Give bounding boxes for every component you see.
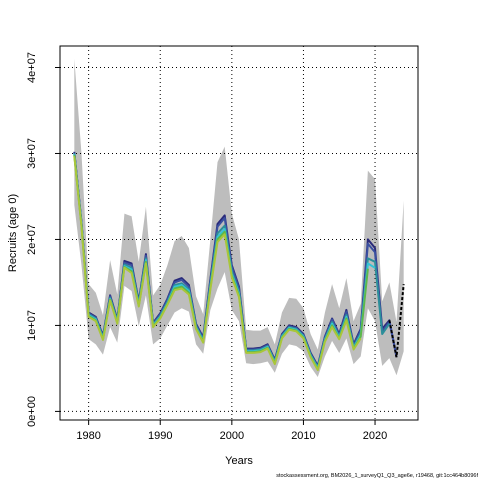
confidence-band bbox=[74, 58, 404, 378]
y-tick-label: 0e+00 bbox=[26, 396, 38, 427]
x-tick-label: 1990 bbox=[148, 430, 172, 442]
x-tick-label: 2020 bbox=[363, 430, 387, 442]
y-tick-label: 4e+07 bbox=[26, 52, 38, 83]
y-tick-label: 1e+07 bbox=[26, 310, 38, 341]
x-tick-label: 1980 bbox=[76, 430, 100, 442]
dashed-tail-line bbox=[388, 284, 405, 358]
y-tick-label: 2e+07 bbox=[26, 224, 38, 255]
x-axis-title: Years bbox=[225, 455, 253, 467]
y-tick-label: 3e+07 bbox=[26, 138, 38, 169]
grid-layer bbox=[60, 46, 418, 420]
x-tick-label: 2000 bbox=[220, 430, 244, 442]
series-line bbox=[73, 155, 362, 372]
confidence-band-layer bbox=[74, 58, 404, 378]
plot-frame bbox=[59, 45, 419, 421]
x-tick-label: 2010 bbox=[291, 430, 315, 442]
series-layer bbox=[73, 151, 405, 372]
y-axis-title: Recruits (age 0) bbox=[7, 194, 19, 272]
axis-layer: 1980 1990 2000 2010 2020 0e+00 1e+07 2e+07 3e+07… bbox=[26, 52, 387, 442]
footer-note: stockassessment.org, BM2026_1_surveyQ1_Q… bbox=[276, 473, 478, 479]
